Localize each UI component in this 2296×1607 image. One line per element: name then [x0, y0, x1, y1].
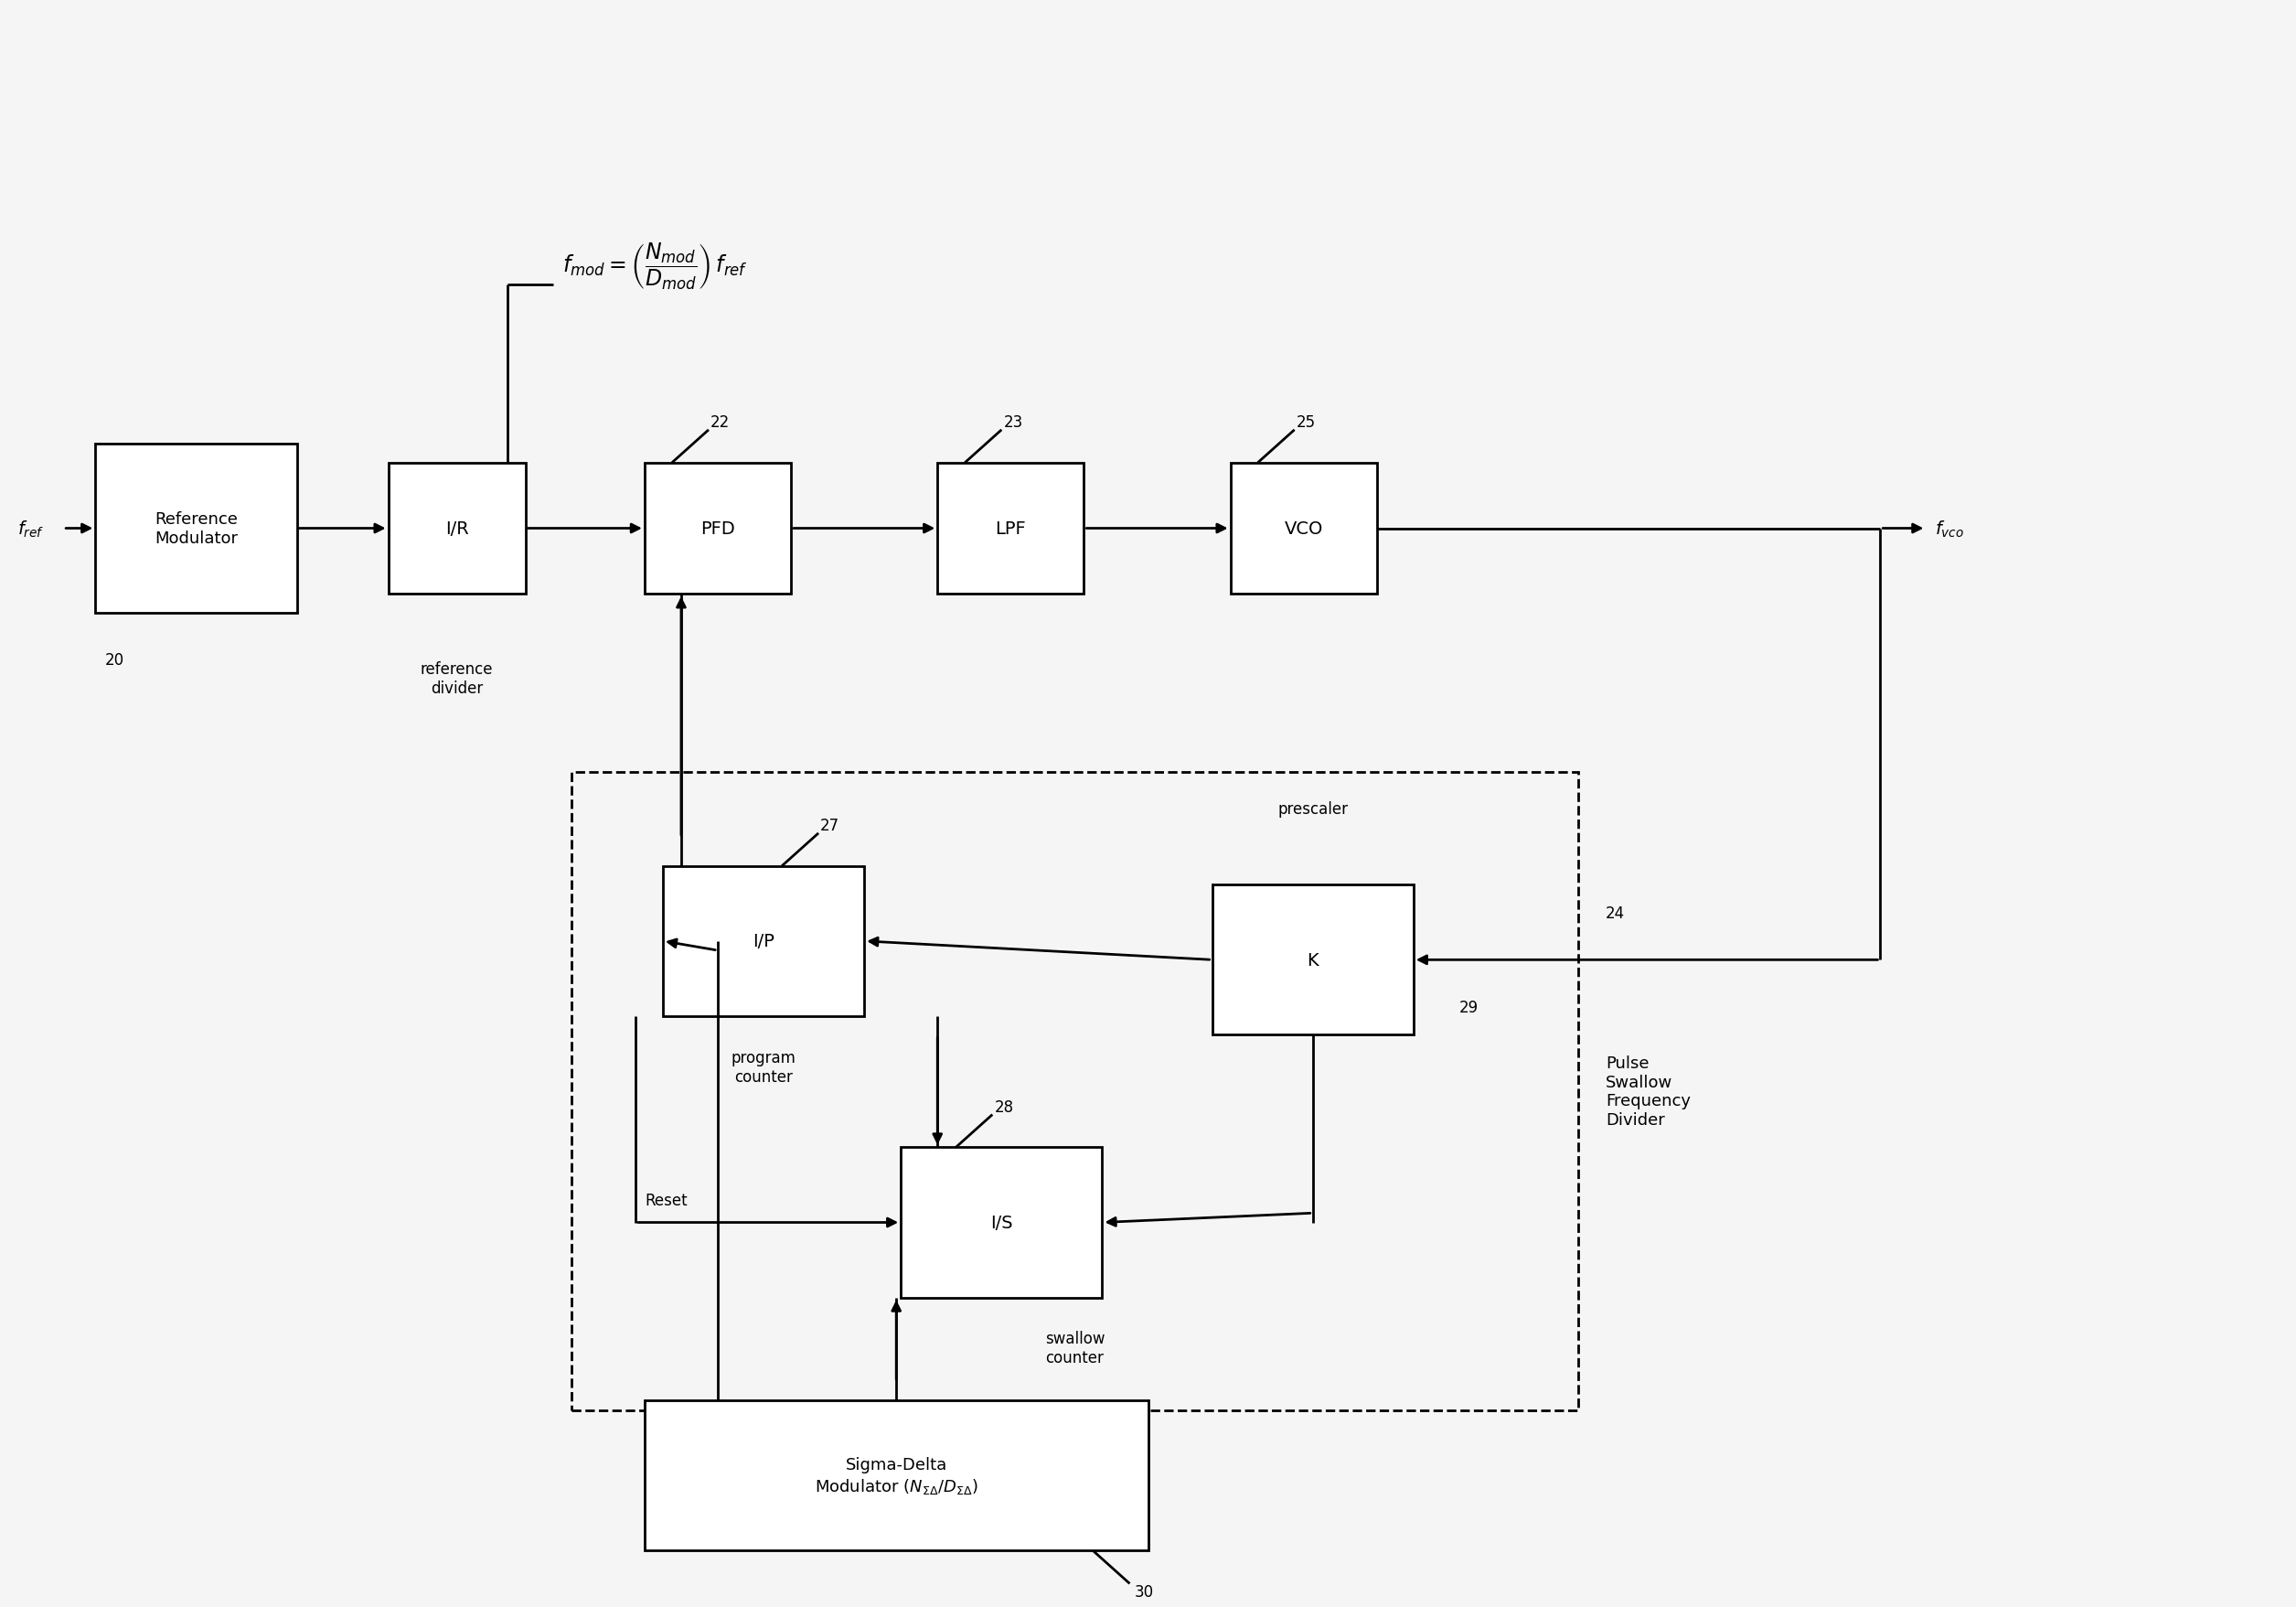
Text: $f_{mod} = \left(\dfrac{N_{mod}}{D_{mod}}\right)\,f_{ref}$: $f_{mod} = \left(\dfrac{N_{mod}}{D_{mod}… — [563, 241, 748, 292]
Text: $f_{vco}$: $f_{vco}$ — [1936, 519, 1965, 538]
Text: Pulse
Swallow
Frequency
Divider: Pulse Swallow Frequency Divider — [1605, 1054, 1690, 1128]
Text: $f_{ref}$: $f_{ref}$ — [18, 519, 44, 538]
Text: PFD: PFD — [700, 521, 735, 537]
Bar — [645, 463, 792, 595]
Text: program
counter: program counter — [730, 1049, 797, 1085]
Bar — [1212, 885, 1414, 1035]
Text: 24: 24 — [1605, 905, 1626, 921]
Text: 25: 25 — [1297, 415, 1316, 431]
Bar — [900, 1147, 1102, 1297]
Text: Sigma-Delta
Modulator ($N_{\Sigma\Delta}/D_{\Sigma\Delta}$): Sigma-Delta Modulator ($N_{\Sigma\Delta}… — [815, 1456, 978, 1495]
Bar — [96, 445, 296, 614]
Text: 27: 27 — [820, 816, 840, 834]
Text: I/S: I/S — [990, 1213, 1013, 1231]
Text: Reset: Reset — [645, 1192, 687, 1208]
Text: K: K — [1306, 951, 1318, 969]
Text: 20: 20 — [106, 652, 124, 669]
Text: Reference
Modulator: Reference Modulator — [154, 511, 239, 546]
Bar — [664, 866, 863, 1016]
Text: VCO: VCO — [1283, 521, 1322, 537]
Text: LPF: LPF — [994, 521, 1026, 537]
Text: 30: 30 — [1134, 1583, 1153, 1601]
Text: I/P: I/P — [753, 932, 774, 950]
Bar — [937, 463, 1084, 595]
Bar — [645, 1401, 1148, 1551]
Text: I/R: I/R — [445, 521, 468, 537]
Text: swallow
counter: swallow counter — [1045, 1331, 1104, 1366]
Bar — [1231, 463, 1378, 595]
Text: prescaler: prescaler — [1277, 800, 1348, 818]
Text: 29: 29 — [1460, 1000, 1479, 1016]
Bar — [572, 773, 1577, 1411]
Bar — [388, 463, 526, 595]
Text: 22: 22 — [709, 415, 730, 431]
Text: 23: 23 — [1003, 415, 1022, 431]
Text: 28: 28 — [994, 1098, 1013, 1115]
Text: reference
divider: reference divider — [420, 660, 494, 696]
